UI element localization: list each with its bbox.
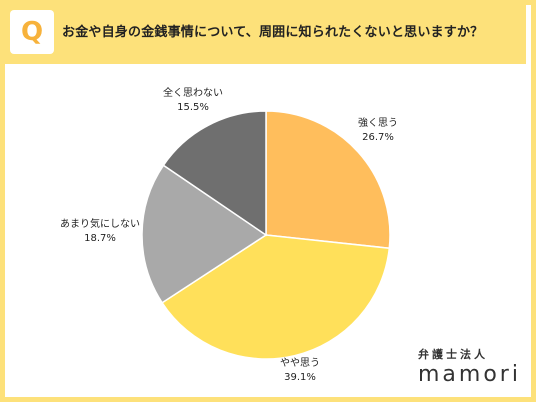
slice-value-label: 18.7%	[84, 233, 116, 244]
question-badge-letter: Q	[20, 17, 44, 47]
brand-name: mamori	[418, 362, 521, 387]
pie-slice	[162, 110, 267, 237]
slice-value-label: 26.7%	[362, 132, 394, 143]
pie-slice	[265, 110, 391, 250]
brand-subtitle: 弁護士法人	[418, 348, 488, 361]
slice-label: 強く思う	[358, 116, 398, 129]
pie-slice	[141, 164, 268, 304]
slice-label: 全く思わない	[163, 86, 223, 99]
question-badge: Q	[10, 10, 54, 54]
slice-value-label: 15.5%	[177, 102, 209, 113]
slice-value-label: 39.1%	[284, 372, 316, 383]
question-header: Q お金や自身の金銭事情について、周囲に知られたくないと思いますか？	[0, 0, 526, 64]
brand-logo: 弁護士法人 mamori	[418, 346, 518, 386]
slice-label: あまり気にしない	[60, 217, 140, 230]
slice-label: やや思う	[280, 357, 320, 369]
question-text: お金や自身の金銭事情について、周囲に知られたくないと思いますか？	[62, 25, 484, 40]
